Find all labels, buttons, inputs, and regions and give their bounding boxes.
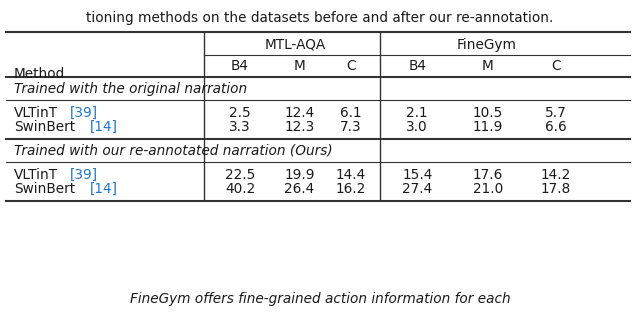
Text: [14]: [14] bbox=[90, 182, 118, 196]
Text: C: C bbox=[551, 59, 560, 73]
Text: 6.6: 6.6 bbox=[545, 120, 566, 134]
Text: M: M bbox=[294, 59, 305, 73]
Text: B4: B4 bbox=[408, 59, 426, 73]
Text: 2.5: 2.5 bbox=[229, 106, 251, 120]
Text: 14.2: 14.2 bbox=[540, 168, 571, 182]
Text: [14]: [14] bbox=[90, 120, 118, 134]
Text: SwinBert: SwinBert bbox=[14, 120, 76, 134]
Text: 19.9: 19.9 bbox=[284, 168, 315, 182]
Text: SwinBert: SwinBert bbox=[14, 182, 76, 196]
Text: Method: Method bbox=[14, 67, 65, 81]
Text: 16.2: 16.2 bbox=[335, 182, 366, 196]
Text: 27.4: 27.4 bbox=[402, 182, 433, 196]
Text: 6.1: 6.1 bbox=[340, 106, 362, 120]
Text: 11.9: 11.9 bbox=[472, 120, 503, 134]
Text: [39]: [39] bbox=[70, 168, 98, 182]
Text: 15.4: 15.4 bbox=[402, 168, 433, 182]
Text: MTL-AQA: MTL-AQA bbox=[265, 38, 326, 52]
Text: 10.5: 10.5 bbox=[472, 106, 503, 120]
Text: 12.3: 12.3 bbox=[284, 120, 315, 134]
Text: C: C bbox=[346, 59, 355, 73]
Text: 26.4: 26.4 bbox=[284, 182, 315, 196]
Text: tioning methods on the datasets before and after our re-annotation.: tioning methods on the datasets before a… bbox=[86, 11, 554, 25]
Text: M: M bbox=[482, 59, 493, 73]
Text: Trained with the original narration: Trained with the original narration bbox=[14, 82, 247, 96]
Text: 14.4: 14.4 bbox=[335, 168, 366, 182]
Text: 17.6: 17.6 bbox=[472, 168, 503, 182]
Text: VLTinT: VLTinT bbox=[14, 106, 58, 120]
Text: 7.3: 7.3 bbox=[340, 120, 362, 134]
Text: 5.7: 5.7 bbox=[545, 106, 566, 120]
Text: 3.3: 3.3 bbox=[229, 120, 251, 134]
Text: 2.1: 2.1 bbox=[406, 106, 428, 120]
Text: 40.2: 40.2 bbox=[225, 182, 255, 196]
Text: FineGym offers fine-grained action information for each: FineGym offers fine-grained action infor… bbox=[130, 292, 510, 306]
Text: FineGym: FineGym bbox=[456, 38, 516, 52]
Text: 12.4: 12.4 bbox=[284, 106, 315, 120]
Text: B4: B4 bbox=[231, 59, 249, 73]
Text: 17.8: 17.8 bbox=[540, 182, 571, 196]
Text: 21.0: 21.0 bbox=[472, 182, 503, 196]
Text: Trained with our re-annotated narration (Ours): Trained with our re-annotated narration … bbox=[14, 143, 333, 157]
Text: [39]: [39] bbox=[70, 106, 98, 120]
Text: VLTinT: VLTinT bbox=[14, 168, 58, 182]
Text: 3.0: 3.0 bbox=[406, 120, 428, 134]
Text: 22.5: 22.5 bbox=[225, 168, 255, 182]
